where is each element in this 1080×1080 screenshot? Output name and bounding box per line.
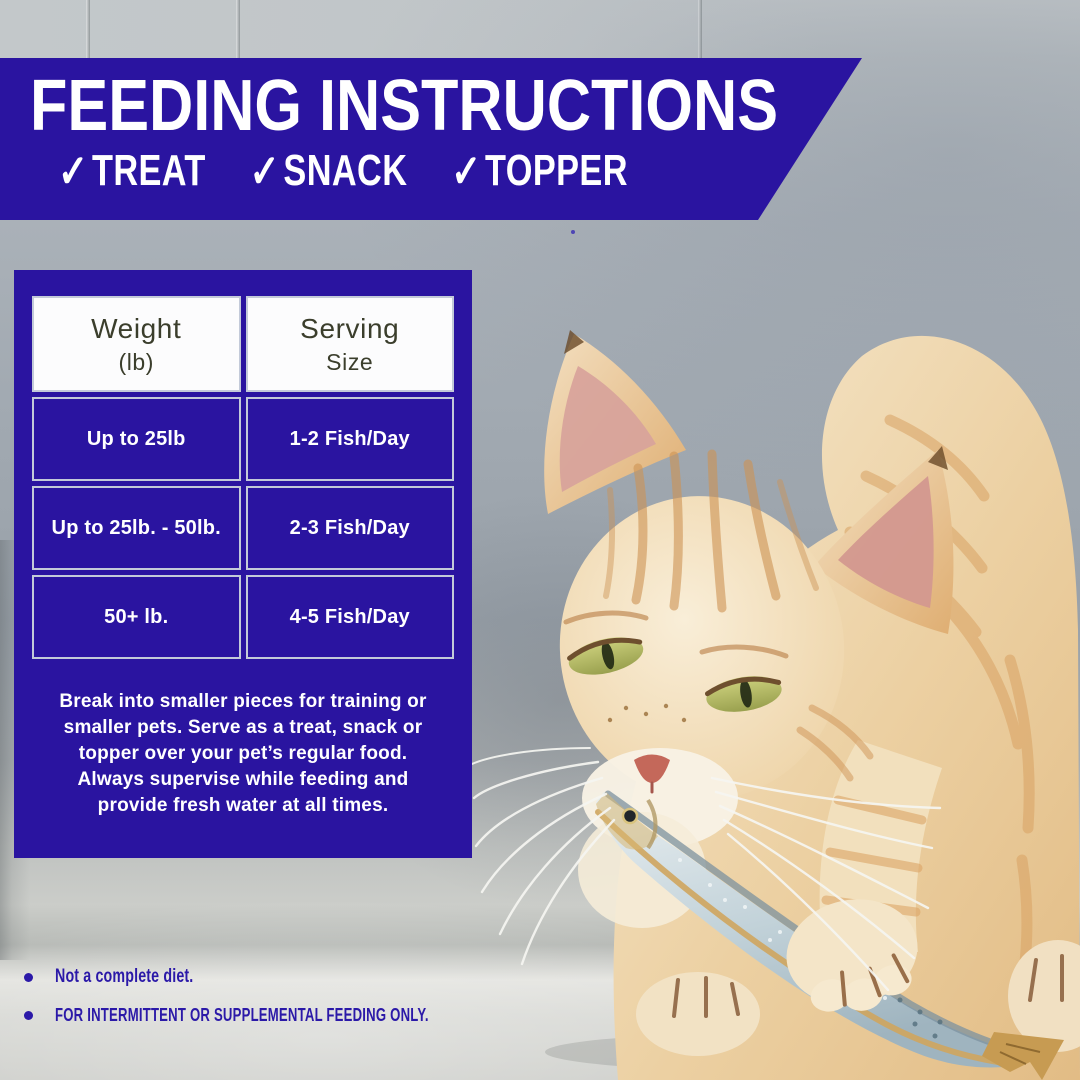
badge-label: SNACK	[283, 146, 408, 195]
serving-panel: Weight (lb) Serving Size Up to 25lb 1-2 …	[14, 270, 472, 858]
cat-eating-fish-photo	[471, 330, 1080, 1080]
cabinet-panel-line	[86, 0, 90, 58]
table-cell-weight-2: Up to 25lb. - 50lb.	[32, 486, 241, 570]
note-line: smaller pets. Serve as a treat, snack or	[63, 717, 423, 738]
footnote-item: FOR INTERMITTENT OR SUPPLEMENTAL FEEDING…	[24, 1004, 581, 1026]
header-line: (lb)	[118, 348, 155, 375]
header-line: Serving	[300, 312, 400, 344]
fish-tail	[982, 1032, 1064, 1080]
footnote-text: FOR INTERMITTENT OR SUPPLEMENTAL FEEDING…	[55, 1004, 429, 1025]
footnote-item: Not a complete diet.	[24, 966, 581, 988]
table-cell-weight-3: 50+ lb.	[32, 575, 241, 659]
forehead-stripes	[603, 449, 874, 782]
far-right-paw	[1008, 940, 1080, 1052]
cat-eyes	[567, 637, 782, 712]
badge-topper: ✓ TOPPER	[451, 148, 628, 194]
cabinet-panel-line	[236, 0, 240, 58]
checkmark-icon: ✓	[58, 145, 89, 197]
whiskers	[471, 747, 942, 992]
note-line: provide fresh water at all times.	[97, 795, 389, 816]
column-header-weight: Weight (lb)	[32, 296, 241, 392]
badge-label: TOPPER	[485, 146, 628, 195]
note-line: Break into smaller pieces for training o…	[59, 691, 427, 712]
bullet-dot-icon	[24, 1010, 33, 1020]
checkmark-icon: ✓	[249, 145, 280, 197]
note-line: Always supervise while feeding and	[77, 769, 409, 790]
cabinet-top-strip	[0, 0, 820, 58]
column-header-serving-size: Serving Size	[245, 296, 454, 392]
photo-speck	[571, 230, 575, 234]
badge-row: ✓ TREAT ✓ SNACK ✓ TOPPER	[58, 148, 685, 194]
table-cell-serving-3: 4-5 Fish/Day	[245, 575, 454, 659]
cabinet-panel-line	[698, 0, 702, 58]
left-paw	[636, 972, 760, 1056]
bullet-dot-icon	[24, 972, 33, 982]
left-ear	[544, 330, 686, 514]
feeding-instructions-banner: FEEDING INSTRUCTIONS ✓ TREAT ✓ SNACK ✓ T…	[0, 58, 862, 220]
badge-treat: ✓ TREAT	[58, 148, 206, 194]
header-line: Size	[326, 348, 374, 375]
table-cell-serving-1: 1-2 Fish/Day	[245, 397, 454, 481]
footnotes: Not a complete diet. FOR INTERMITTENT OR…	[24, 966, 581, 1026]
note-line: topper over your pet’s regular food.	[78, 743, 408, 764]
fish-eye	[621, 807, 639, 825]
feeding-note: Break into smaller pieces for training o…	[34, 689, 452, 819]
badge-label: TREAT	[91, 146, 206, 195]
checkmark-icon: ✓	[451, 145, 482, 197]
badge-snack: ✓ SNACK	[249, 148, 407, 194]
header-line: Weight	[91, 312, 182, 344]
freckles	[607, 703, 687, 723]
footnote-text: Not a complete diet.	[55, 966, 194, 987]
banner-title: FEEDING INSTRUCTIONS	[30, 66, 779, 146]
table-cell-weight-1: Up to 25lb	[32, 397, 241, 481]
serving-table: Weight (lb) Serving Size Up to 25lb 1-2 …	[32, 296, 454, 659]
nose	[634, 754, 670, 794]
table-cell-serving-2: 2-3 Fish/Day	[245, 486, 454, 570]
right-ear	[814, 446, 954, 634]
